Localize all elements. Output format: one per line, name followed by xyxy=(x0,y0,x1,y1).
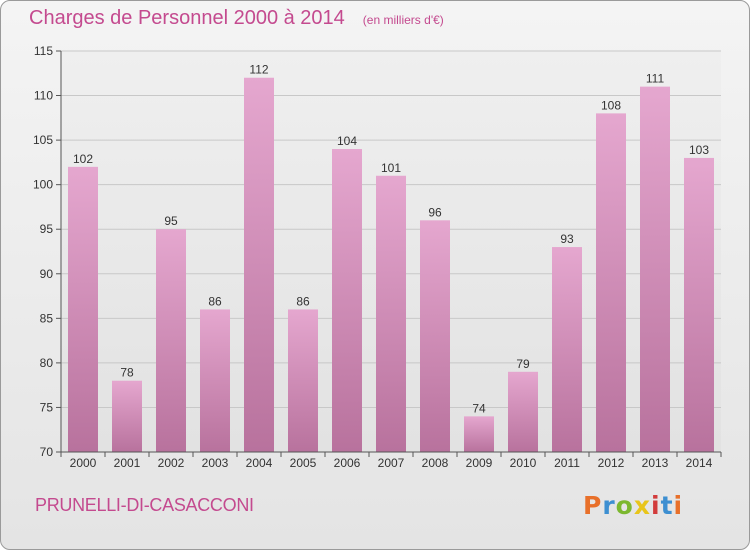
data-label: 111 xyxy=(646,72,665,86)
bars-layer: 102 78 95 86 112 86 104 101 96 74 79 93 108 111 103 xyxy=(68,63,714,453)
data-label: 102 xyxy=(73,152,93,166)
bar xyxy=(156,229,186,452)
x-tick-label: 2003 xyxy=(202,456,229,470)
bar xyxy=(640,86,670,453)
data-label: 96 xyxy=(428,205,442,219)
x-tick-label: 2007 xyxy=(378,456,405,470)
data-label: 95 xyxy=(164,214,178,228)
x-tick-label: 2010 xyxy=(510,456,537,470)
data-label: 108 xyxy=(601,98,621,112)
bar xyxy=(552,247,582,452)
y-tick-label: 115 xyxy=(34,44,53,58)
bar xyxy=(332,149,362,452)
x-tick-label: 2014 xyxy=(686,456,713,470)
data-label: 79 xyxy=(516,357,530,371)
y-tick-label: 75 xyxy=(40,400,54,414)
logo-letter: i xyxy=(651,491,661,520)
bar xyxy=(464,416,494,452)
x-tick-label: 2009 xyxy=(466,456,493,470)
x-tick-label: 2004 xyxy=(246,456,273,470)
x-tick-label: 2011 xyxy=(554,456,580,470)
commune-name: PRUNELLI-DI-CASACCONI xyxy=(35,495,254,515)
y-tick-label: 110 xyxy=(34,89,53,103)
data-label: 74 xyxy=(472,401,486,415)
chart-title: Charges de Personnel 2000 à 2014 (en mill… xyxy=(29,7,444,30)
bar xyxy=(420,220,450,452)
bar xyxy=(112,380,142,452)
y-tick-label: 85 xyxy=(40,311,54,325)
x-tick-label: 2000 xyxy=(70,456,97,470)
bar xyxy=(508,371,538,452)
axis-layer: 70 75 80 85 90 95 100 105 110 115 2000 2001 2002 2003… xyxy=(33,44,722,470)
data-label: 86 xyxy=(208,294,222,308)
bar xyxy=(200,309,230,452)
x-tick-label: 2005 xyxy=(290,456,317,470)
bar xyxy=(68,166,98,452)
y-tick-label: 90 xyxy=(40,267,54,281)
x-tick-label: 2002 xyxy=(158,456,185,470)
data-label: 104 xyxy=(337,134,357,148)
bar xyxy=(684,157,714,452)
x-tick-label: 2013 xyxy=(642,456,669,470)
data-label: 103 xyxy=(689,143,709,157)
x-tick-label: 2012 xyxy=(598,456,625,470)
x-tick-label: 2008 xyxy=(422,456,449,470)
chart-title-text: Charges de Personnel 2000 à 2014 xyxy=(29,7,345,29)
logo-letter: t xyxy=(660,491,674,520)
data-label: 86 xyxy=(296,294,310,308)
data-label: 93 xyxy=(560,232,574,246)
logo-letter: r xyxy=(602,491,616,520)
logo-letter: o xyxy=(615,491,634,520)
bar xyxy=(596,113,626,452)
logo-letter: i xyxy=(673,491,684,520)
data-label: 78 xyxy=(120,366,134,380)
y-tick-label: 70 xyxy=(40,445,54,459)
data-label: 101 xyxy=(381,161,401,175)
logo-letter: x xyxy=(633,491,651,520)
bar xyxy=(244,77,274,452)
data-label: 112 xyxy=(249,63,268,77)
x-tick-label: 2001 xyxy=(114,456,141,470)
chart-subtitle: (en milliers d'€) xyxy=(362,13,444,27)
y-tick-label: 105 xyxy=(33,133,53,147)
logo-letter: P xyxy=(583,491,603,520)
y-tick-label: 95 xyxy=(40,222,54,236)
y-tick-label: 100 xyxy=(33,178,53,192)
x-tick-label: 2006 xyxy=(334,456,361,470)
bar xyxy=(288,309,318,452)
y-tick-label: 80 xyxy=(40,356,54,370)
proxiti-logo: Proxiti xyxy=(583,491,683,520)
bar xyxy=(376,175,406,452)
